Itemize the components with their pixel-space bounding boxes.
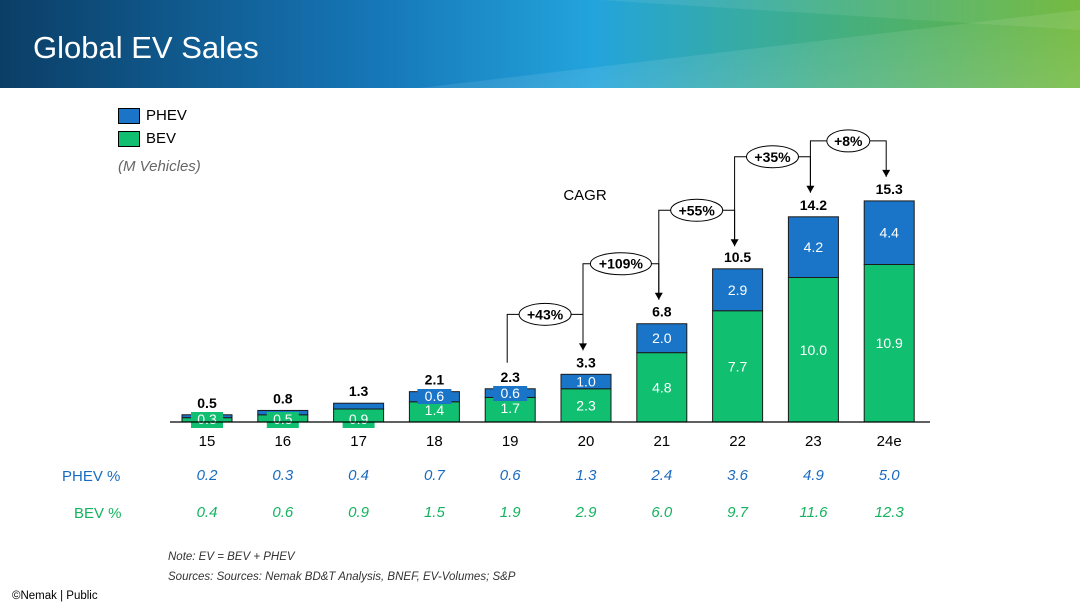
cagr-label: CAGR [563,187,607,204]
phev-share-value-16: 0.3 [272,467,294,484]
phev-share-value-23: 4.9 [802,467,824,484]
growth-label-3: +35% [754,149,791,165]
bev-share-label: BEV % [74,505,122,522]
phev-value-label-18: 0.6 [425,388,445,404]
x-tick-label-16: 16 [274,433,291,450]
legend-label-phev: PHEV [146,107,187,124]
legend-label-bev: BEV [146,130,177,147]
bev-share-value-17: 0.9 [348,504,370,521]
header-banner: Global EV Sales [0,0,1080,88]
bev-share-value-18: 1.5 [423,504,445,521]
x-tick-label-21: 21 [653,433,670,450]
bev-value-label-16: 0.5 [273,411,293,427]
bev-share-value-19: 1.9 [499,504,521,521]
growth-bubble-1 [589,252,652,276]
total-label-16: 0.8 [273,390,293,406]
phev-label-bg-18 [417,389,452,404]
x-tick-label-24e: 24e [877,433,902,450]
bev-value-label-21: 4.8 [652,379,672,395]
growth-label-2: +55% [679,202,716,218]
total-label-22: 10.5 [724,249,751,265]
total-label-24e: 15.3 [876,181,903,197]
bar-bev-24e [863,263,915,423]
phev-share-value-15: 0.2 [196,467,218,484]
total-label-18: 2.1 [425,372,445,388]
bev-share-value-20: 2.9 [575,504,597,521]
phev-value-label-23: 4.2 [804,239,824,255]
x-tick-label-23: 23 [805,433,822,450]
sources: Sources: Sources: Nemak BD&T Analysis, B… [168,571,516,583]
phev-value-label-19: 0.6 [500,385,520,401]
note: Note: EV = BEV + PHEV [168,551,295,563]
growth-bubble-0 [518,302,572,326]
growth-label-0: +43% [527,306,564,322]
bev-value-label-18: 1.4 [425,402,445,418]
bev-value-label-24e: 10.9 [876,335,903,351]
phev-share-value-24e: 5.0 [878,467,900,484]
growth-label-1: +109% [599,256,644,272]
bev-share-value-24e: 12.3 [874,504,904,521]
x-tick-label-20: 20 [578,433,595,450]
legend-item-phev: PHEV [118,107,187,124]
phev-value-label-20: 1.0 [576,374,596,390]
phev-value-label-22: 2.9 [728,282,748,298]
total-label-23: 14.2 [800,197,827,213]
growth-bubble-2 [670,198,724,222]
x-tick-label-19: 19 [502,433,519,450]
legend-item-bev: BEV [118,130,176,147]
phev-share-value-20: 1.3 [575,467,597,484]
bev-value-label-15: 0.3 [197,411,217,427]
bev-share-value-23: 11.6 [799,504,828,521]
bev-value-label-23: 10.0 [800,342,827,358]
phev-value-label-24e: 4.4 [879,225,899,241]
bev-value-label-19: 1.7 [500,400,520,416]
legend-swatch-bev [118,130,140,147]
bev-value-label-17: 0.9 [349,411,369,427]
x-tick-label-22: 22 [729,433,746,450]
bev-share-value-16: 0.6 [272,504,294,521]
bar-phev-17 [333,402,385,410]
total-label-21: 6.8 [652,304,672,320]
phev-share-value-22: 3.6 [727,467,749,484]
page-title: Global EV Sales [33,30,259,65]
total-label-15: 0.5 [197,395,217,411]
total-label-19: 2.3 [500,369,520,385]
bar-phev-22 [712,268,764,312]
bev-share-value-15: 0.4 [196,504,218,521]
bar-phev-21 [636,323,688,354]
bev-share-value-21: 6.0 [651,504,673,521]
bar-bev-21 [636,352,688,423]
phev-share-value-21: 2.4 [651,467,673,484]
total-label-20: 3.3 [576,354,596,370]
bev-label-bg-15 [191,412,223,428]
header-gradient [0,0,1080,88]
units-label: (M Vehicles) [118,158,201,175]
bev-value-label-20: 2.3 [576,397,596,413]
x-tick-label-17: 17 [350,433,367,450]
bev-value-label-22: 7.7 [728,358,748,374]
phev-share-value-17: 0.4 [348,467,370,484]
total-label-17: 1.3 [349,383,369,399]
growth-bubble-3 [746,145,799,169]
ev-sales-chart: 0.30.5150.50.8160.91.3171.40.62.1181.70.… [170,129,930,450]
footer-copyright: ©Nemak | Public [12,590,98,602]
bar-phev-24e [863,200,915,265]
bar-phev-20 [560,373,612,390]
bev-label-bg-16 [266,412,299,428]
x-tick-label-15: 15 [199,433,216,450]
bev-share-value-22: 9.7 [727,504,749,521]
x-tick-label-18: 18 [426,433,443,450]
growth-arrowhead-4 [882,169,891,177]
phev-share-value-18: 0.7 [423,467,445,484]
phev-value-label-21: 2.0 [652,330,672,346]
phev-share-value-19: 0.6 [499,467,521,484]
phev-share-label: PHEV % [62,468,121,485]
phev-label-bg-19 [493,386,528,401]
bev-label-bg-17 [342,412,375,428]
legend-swatch-phev [118,107,140,124]
growth-label-4: +8% [834,133,863,149]
bar-phev-23 [787,216,839,278]
growth-bubble-4 [826,129,871,153]
